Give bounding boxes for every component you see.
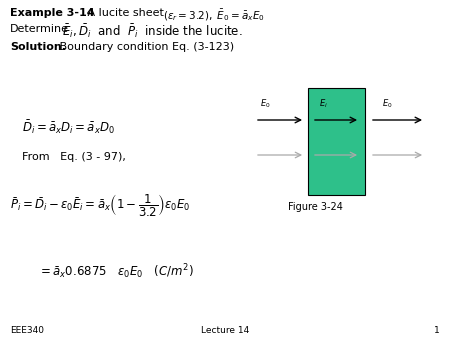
Text: Boundary condition Eq. (3-123): Boundary condition Eq. (3-123) [49,42,234,52]
Text: $\bar{P}_i = \bar{D}_i - \varepsilon_0 \bar{E}_i = \bar{a}_x \left(1 - \dfrac{1}: $\bar{P}_i = \bar{D}_i - \varepsilon_0 \… [10,192,190,218]
Text: Figure 3-24: Figure 3-24 [288,202,343,212]
Text: Solution.: Solution. [10,42,66,52]
Text: $E_0$: $E_0$ [260,97,270,110]
Text: $(\varepsilon_r = 3.2),\; \bar{E}_0 = \bar{a}_x E_0$: $(\varepsilon_r = 3.2),\; \bar{E}_0 = \b… [163,7,265,23]
Text: $E_i$: $E_i$ [319,97,328,110]
Text: $= \bar{a}_x 0.6875 \quad \varepsilon_0 E_0 \quad (C / m^2)$: $= \bar{a}_x 0.6875 \quad \varepsilon_0 … [38,262,194,281]
Text: $\bar{D}_i = \bar{a}_x D_i = \bar{a}_x D_0$: $\bar{D}_i = \bar{a}_x D_i = \bar{a}_x D… [22,118,115,136]
Bar [308,88,365,195]
Text: From   Eq. (3 - 97),: From Eq. (3 - 97), [22,152,126,162]
Text: A lucite sheet: A lucite sheet [84,8,164,18]
Text: Determine: Determine [10,24,69,34]
Text: EEE340: EEE340 [10,326,44,335]
Text: 1: 1 [434,326,440,335]
Text: Example 3-14: Example 3-14 [10,8,94,18]
Text: $\bar{E}_i, \bar{D}_i$  and  $\bar{P}_i$  inside the lucite.: $\bar{E}_i, \bar{D}_i$ and $\bar{P}_i$ i… [62,22,243,40]
Text: Lecture 14: Lecture 14 [201,326,249,335]
Text: $E_0$: $E_0$ [382,97,392,110]
